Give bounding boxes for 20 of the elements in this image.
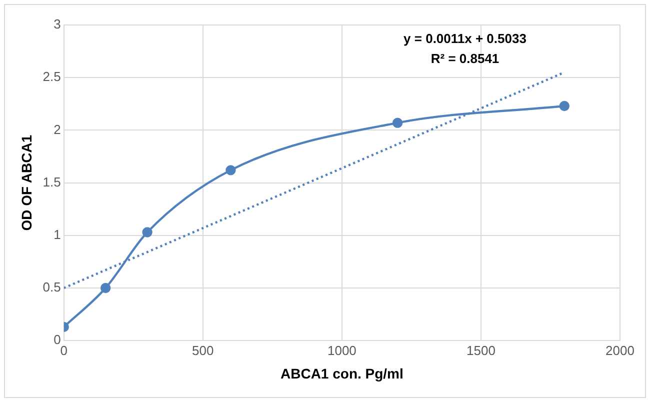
y-tick-label: 0 xyxy=(54,332,61,348)
y-tick-label: 2.5 xyxy=(42,69,61,84)
point xyxy=(226,165,236,176)
y-tick-label: 1 xyxy=(54,226,61,242)
point xyxy=(559,100,570,112)
annotation: y = 0.0011x + 0.5033 xyxy=(404,31,526,46)
point xyxy=(142,227,152,238)
x-tick-label: 1500 xyxy=(466,342,496,358)
x-tick-label: 2000 xyxy=(606,342,634,358)
point xyxy=(392,118,403,128)
y-axis-title: OD OF ABCA1 xyxy=(18,134,34,231)
y-tick-label: 2 xyxy=(54,122,61,137)
x-tick-label: 1000 xyxy=(327,342,356,358)
point xyxy=(100,282,111,294)
y-tick-label: 0.5 xyxy=(42,280,61,295)
x-axis-title: ABCA1 con. Pg/ml xyxy=(280,365,404,382)
annotation: R² = 0.8541 xyxy=(430,51,500,66)
x-tick-label: 500 xyxy=(192,342,214,358)
y-tick-label: 3 xyxy=(54,16,61,32)
y-tick-label: 1.5 xyxy=(42,174,61,190)
